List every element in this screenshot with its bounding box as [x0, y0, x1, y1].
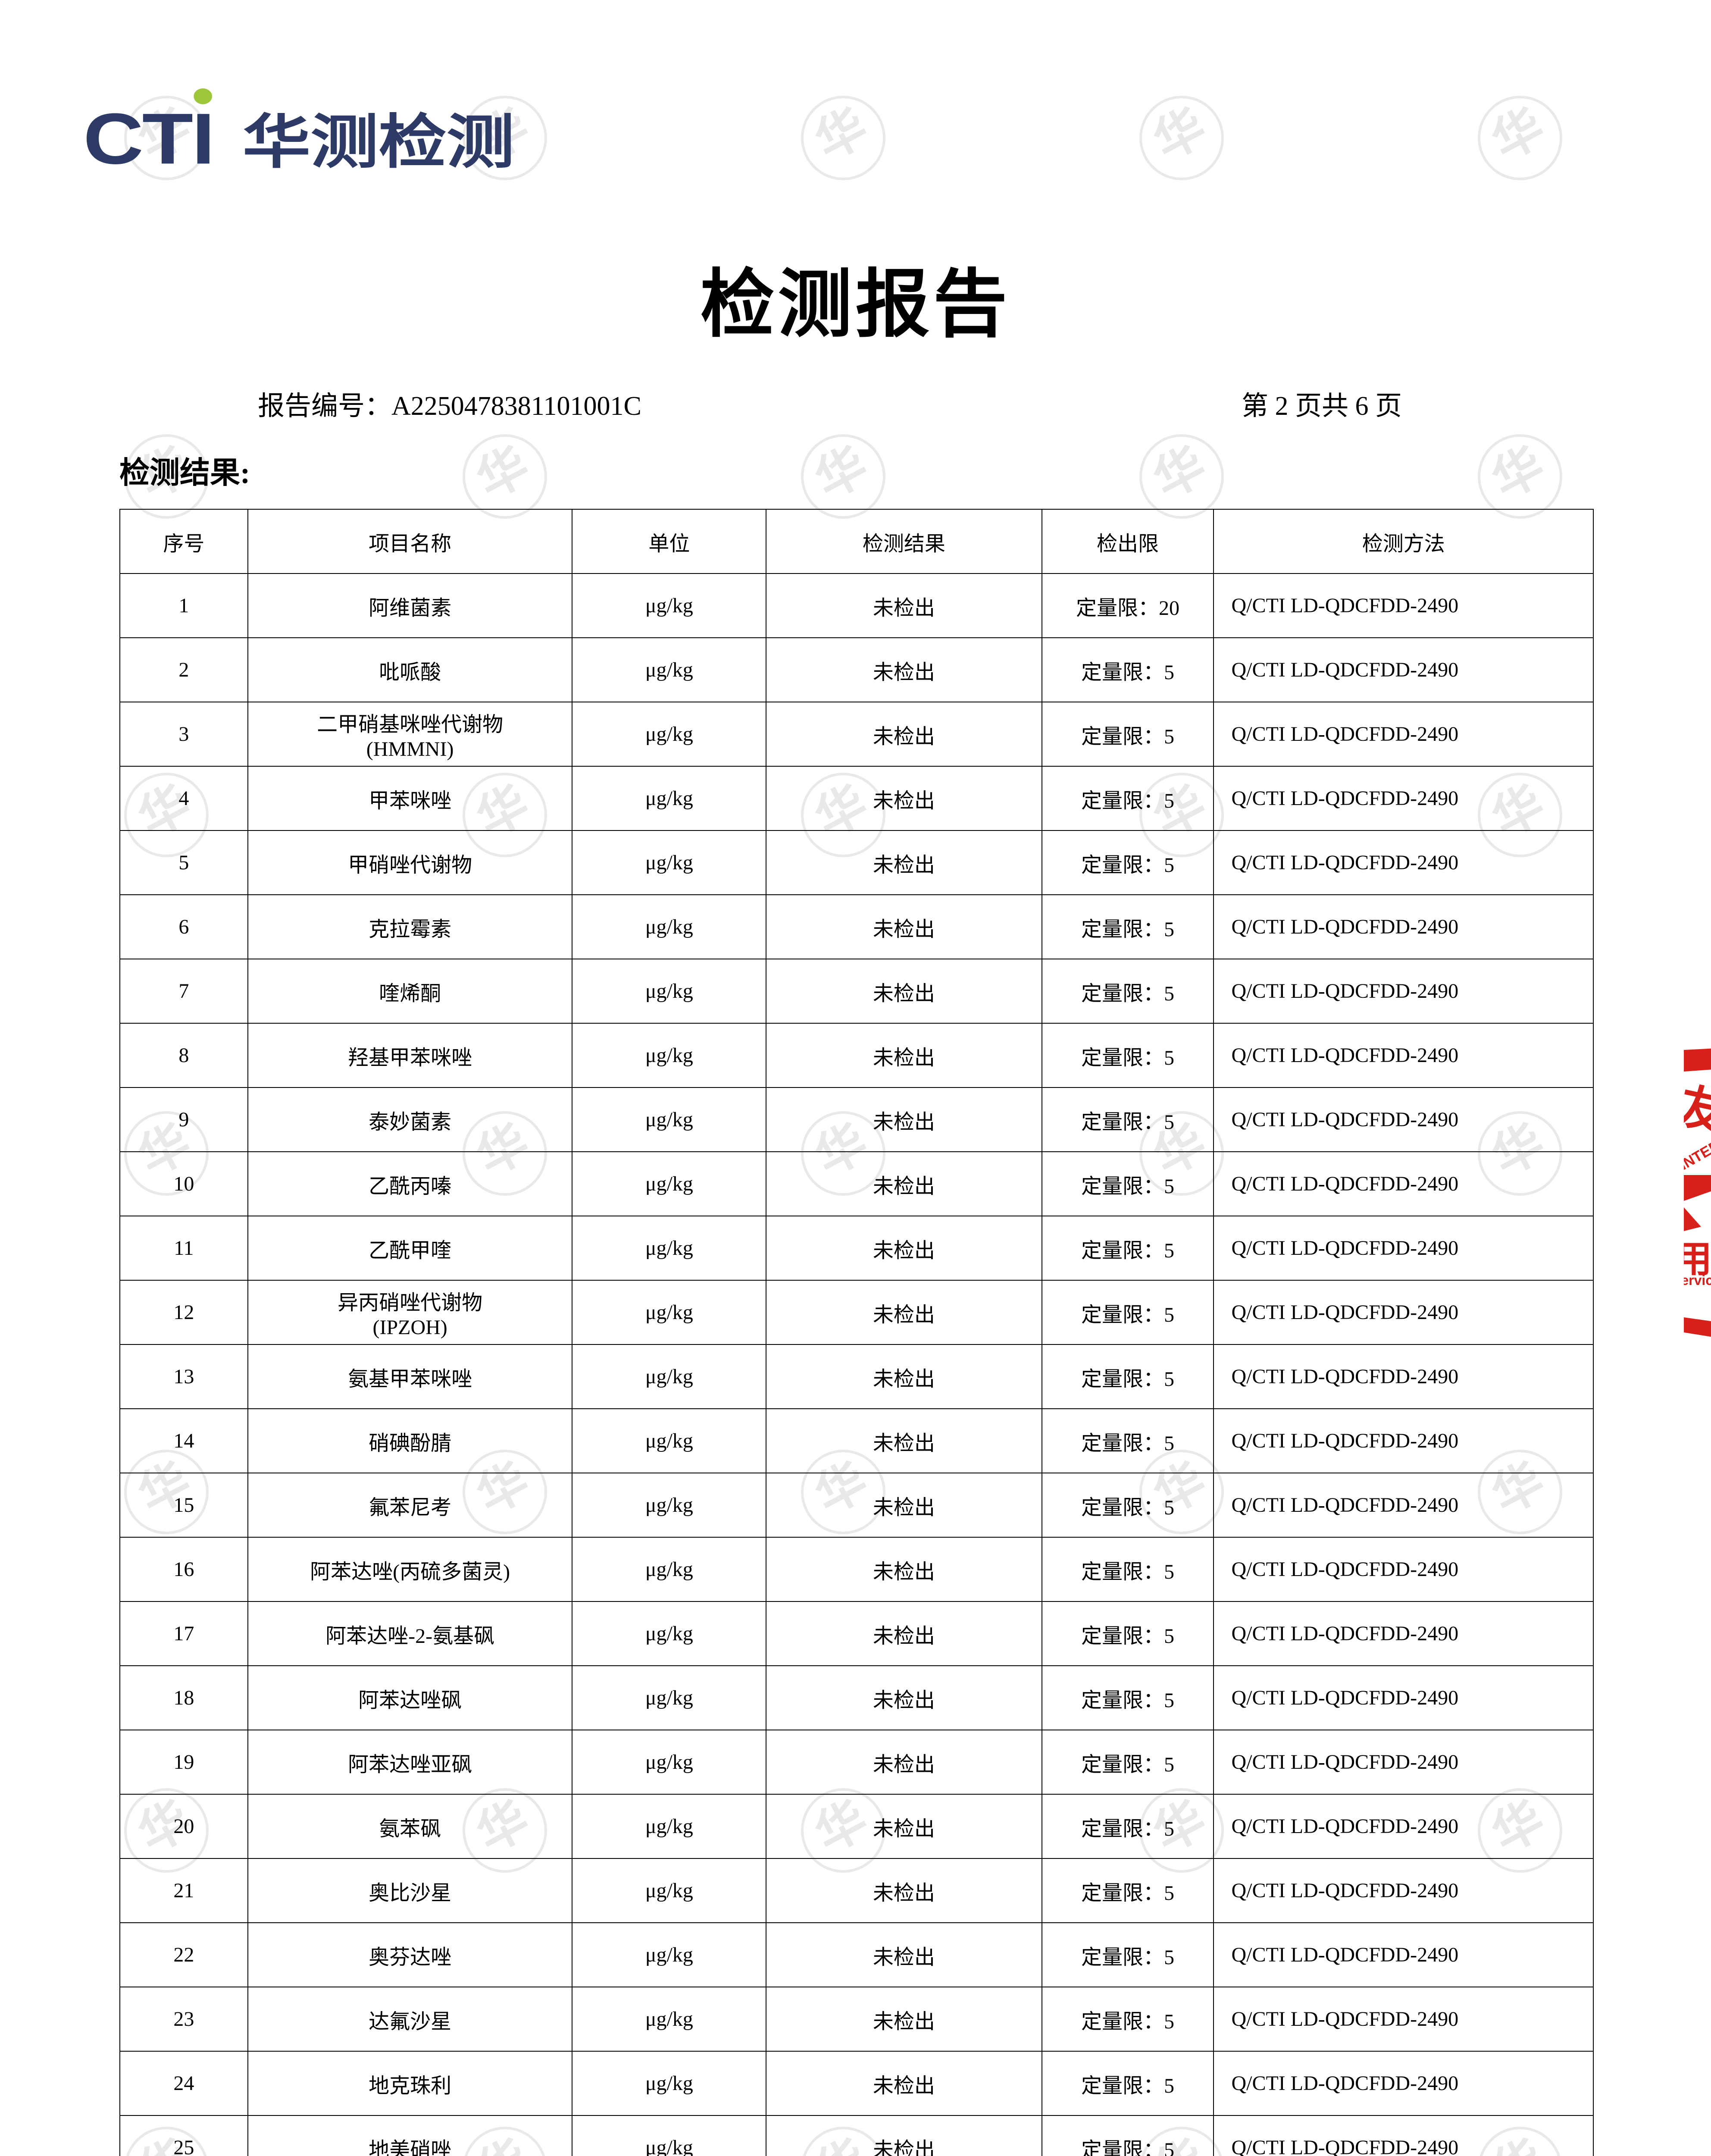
svg-text:华: 华 — [807, 437, 876, 509]
svg-text:华: 华 — [468, 437, 538, 509]
svg-text:CTI: CTI — [83, 99, 213, 179]
svg-text:华: 华 — [1145, 437, 1214, 509]
svg-text:Service: Service — [1684, 1272, 1711, 1288]
svg-text:华: 华 — [807, 99, 876, 170]
svg-text:华: 华 — [1145, 99, 1214, 170]
svg-text:华: 华 — [1483, 99, 1553, 170]
svg-text:友: 友 — [1684, 1079, 1711, 1141]
svg-text:华: 华 — [1483, 437, 1553, 509]
svg-text:华测检测: 华测检测 — [243, 110, 515, 175]
